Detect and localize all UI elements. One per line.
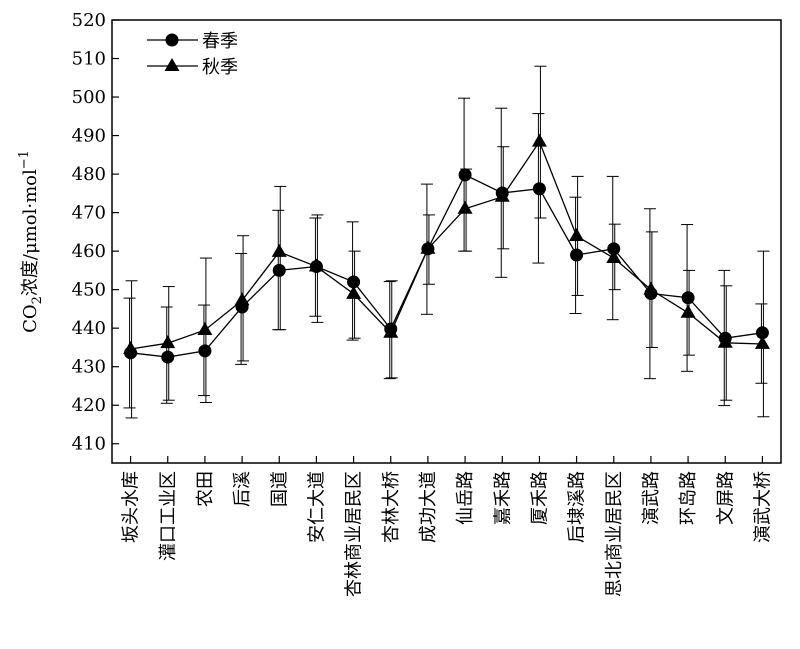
y-tick-label: 430 <box>72 357 106 378</box>
data-point-triangle <box>383 324 399 338</box>
y-axis-label-text: 浓度/μmol·mol <box>20 169 41 296</box>
category-label: 演武大桥 <box>752 471 773 543</box>
category-label: 杏林商业居民区 <box>344 471 365 597</box>
y-tick-label: 510 <box>72 49 106 70</box>
category-label: 后埭溪路 <box>567 471 588 543</box>
data-point-triangle <box>531 133 547 147</box>
data-point-triangle <box>643 281 659 295</box>
data-point-triangle <box>754 335 770 349</box>
data-point-circle <box>458 168 472 182</box>
data-point-triangle <box>680 304 696 318</box>
y-tick-label: 450 <box>72 280 106 301</box>
legend-marker-circle <box>165 33 179 47</box>
y-tick-label: 410 <box>72 434 106 455</box>
category-label: 后溪 <box>232 471 253 507</box>
data-point-triangle <box>717 334 733 348</box>
data-point-circle <box>272 263 286 277</box>
data-point-triangle <box>271 243 287 257</box>
category-label: 演武路 <box>641 471 662 525</box>
data-point-triangle <box>308 258 324 272</box>
category-label: 坂头水库 <box>121 471 142 543</box>
y-tick-label: 500 <box>72 87 106 108</box>
y-tick-label: 440 <box>72 318 106 339</box>
data-point-circle <box>161 350 175 364</box>
plot-frame <box>111 19 782 464</box>
data-point-circle <box>198 344 212 358</box>
x-axis: 坂头水库 灌口工业区 农田 后溪 国道 安仁大道 杏林商业居民区 杏林大桥 成功大道 仙岳路 嘉禾路… <box>121 456 773 597</box>
markers-0 <box>124 168 769 364</box>
category-label: 环岛路 <box>678 471 699 525</box>
y-axis-label-superscript: −1 <box>17 150 32 169</box>
category-label: 安仁大道 <box>306 471 327 543</box>
data-point-circle <box>755 326 769 340</box>
legend-label: 秋季 <box>202 57 238 78</box>
category-label: 国道 <box>269 471 290 507</box>
series-layer <box>123 65 770 419</box>
data-point-circle <box>347 275 361 289</box>
category-label: 仙岳路 <box>455 471 476 525</box>
y-axis-label-prefix: CO <box>20 304 41 333</box>
y-tick-label: 460 <box>72 241 106 262</box>
data-point-triangle <box>160 335 176 349</box>
data-point-circle <box>607 242 621 256</box>
markers-1 <box>123 133 770 354</box>
category-label: 嘉禾路 <box>492 471 513 525</box>
category-label: 灌口工业区 <box>158 471 179 561</box>
category-label: 杏林大桥 <box>381 471 402 543</box>
data-point-triangle <box>494 188 510 202</box>
legend-marker-triangle <box>164 57 180 71</box>
data-point-triangle <box>234 292 250 306</box>
y-tick-label: 470 <box>72 203 106 224</box>
error-bars-1 <box>125 65 770 419</box>
data-point-triangle <box>123 340 139 354</box>
y-tick-label: 480 <box>72 164 106 185</box>
data-point-triangle <box>569 228 585 242</box>
category-label: 成功大道 <box>418 471 439 543</box>
y-tick-label: 420 <box>72 395 106 416</box>
data-point-triangle <box>606 250 622 264</box>
error-bars-0 <box>123 97 768 409</box>
category-label: 厦禾路 <box>529 471 550 525</box>
category-label: 农田 <box>195 471 216 507</box>
data-point-circle <box>681 291 695 305</box>
y-axis-label-subscript: 2 <box>30 296 45 304</box>
series-line-1 <box>130 140 763 350</box>
data-point-triangle <box>197 322 213 336</box>
data-point-circle <box>532 182 546 196</box>
data-point-circle <box>570 248 584 262</box>
category-label: 文屏路 <box>715 471 736 525</box>
legend-label: 春季 <box>202 31 238 52</box>
y-tick-label: 520 <box>72 10 106 31</box>
y-axis-label: CO2浓度/μmol·mol−1 <box>17 150 45 333</box>
category-label: 思北商业居民区 <box>604 471 625 597</box>
y-tick-label: 490 <box>72 126 106 147</box>
y-axis: 410 420 430 440 450 460 470 480 490 500 510 520 <box>72 10 119 455</box>
data-point-triangle <box>346 285 362 299</box>
series-line-0 <box>130 173 763 358</box>
data-point-triangle <box>420 240 436 254</box>
data-point-triangle <box>457 200 473 214</box>
